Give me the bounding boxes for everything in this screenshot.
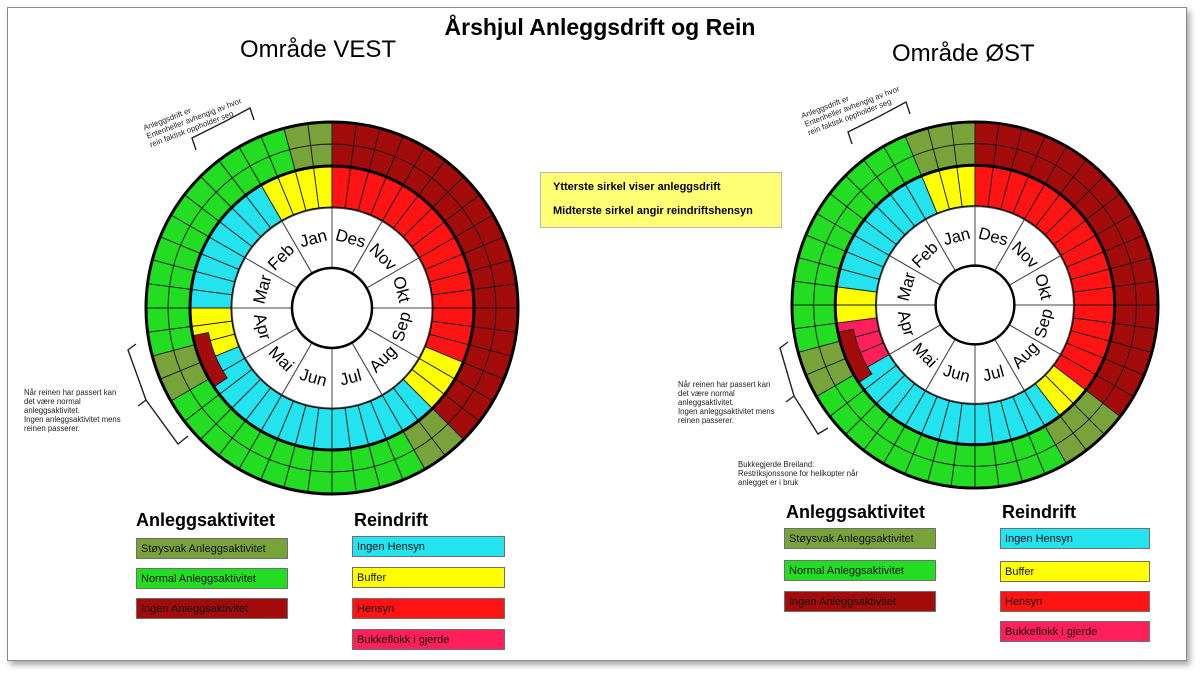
vest-legend-stoysvak: Støysvak Anleggsaktivitet	[136, 538, 288, 559]
ost-center-hole	[934, 264, 1016, 346]
ost-ring-border	[790, 120, 1160, 490]
ost-annotation-bottom: Bukkegjerde Breiland: Restriksjonssone f…	[738, 460, 859, 487]
vest-legend-buffer: Buffer	[352, 567, 505, 588]
ost-outer-segment	[1113, 283, 1137, 306]
area-ost-title: Område ØST	[892, 40, 1035, 67]
ost-legend-hensyn: Hensyn	[1000, 591, 1150, 612]
vest-center-hole	[290, 266, 374, 350]
ost-annotation-left: Når reinen har passert kan det være norm…	[678, 380, 775, 425]
vest-outer-segment	[331, 470, 357, 495]
vest-legend-anlegg-heading: Anleggsaktivitet	[136, 510, 276, 530]
area-vest-title: Område VEST	[240, 36, 397, 63]
vest-legend-bukkeflokk: Bukkeflokk i gjerde	[352, 629, 505, 650]
ost-legend-rein-heading: Reindrift	[1002, 502, 1076, 522]
vest-outer-segment	[331, 143, 354, 168]
vest-outer-segment	[145, 283, 170, 309]
ost-outer-segment	[953, 443, 976, 467]
ost-outer-segment	[791, 280, 816, 306]
vest-outer-segment	[310, 448, 333, 473]
ost-legend-bukkeflokk: Bukkeflokk i gjerde	[1000, 621, 1150, 642]
ost-outer-segment	[974, 464, 1000, 489]
note-outer-ring: Ytterste sirkel viser anleggsdrift	[553, 181, 721, 193]
ost-legend-ingen: Ingen Anleggsaktivitet	[784, 591, 936, 612]
vest-legend-normal: Normal Anleggsaktivitet	[136, 568, 288, 589]
vest-outer-segment	[494, 283, 519, 309]
ost-outer-segment	[950, 121, 976, 146]
vest-legend-ingen: Ingen Anleggsaktivitet	[136, 598, 288, 619]
vest-outer-segment	[307, 470, 333, 495]
vest-top-bracket	[191, 106, 255, 151]
ost-outer-segment	[974, 143, 997, 167]
vest-outer-segment	[145, 307, 170, 333]
vest-month-label: Jul	[338, 366, 364, 390]
vest-outer-segment	[167, 286, 192, 309]
ost-outer-segment	[813, 283, 837, 306]
ost-outer-segment	[813, 304, 837, 327]
page-title: Årshjul Anleggsdrift og Rein	[444, 14, 756, 40]
ost-legend-stoysvak: Støysvak Anleggsaktivitet	[784, 528, 936, 549]
vest-outer-segment	[331, 448, 354, 473]
ost-month-label: Jul	[981, 362, 1007, 386]
ost-left-bracket	[779, 341, 829, 435]
ost-outer-segment	[950, 464, 976, 489]
note-middle-ring: Midterste sirkel angir reindriftshensyn	[553, 205, 753, 217]
ost-outer-segment	[974, 121, 1000, 146]
ost-ring-border	[833, 163, 1117, 447]
vest-outer-segment	[307, 121, 333, 146]
vest-ring-border	[188, 164, 476, 452]
vest-outer-segment	[331, 121, 357, 146]
vest-outer-segment	[310, 143, 333, 168]
ost-legend-ingen-hensyn: Ingen Hensyn	[1000, 528, 1150, 549]
vest-legend-ingen-hensyn: Ingen Hensyn	[352, 536, 505, 557]
ost-legend-anlegg-heading: Anleggsaktivitet	[786, 502, 926, 522]
vest-outer-segment	[167, 307, 192, 330]
ost-outer-segment	[1113, 304, 1137, 327]
ost-outer-segment	[974, 443, 997, 467]
ost-outer-segment	[953, 143, 976, 167]
ost-legend-buffer: Buffer	[1000, 561, 1150, 582]
vest-outer-segment	[494, 307, 519, 333]
vest-ring-border	[144, 120, 520, 496]
vest-left-bracket	[127, 343, 189, 446]
ost-outer-segment	[1134, 280, 1159, 306]
vest-legend-hensyn: Hensyn	[352, 598, 505, 619]
vest-legend-rein-heading: Reindrift	[354, 510, 428, 530]
vest-outer-segment	[472, 307, 497, 330]
vest-outer-segment	[472, 286, 497, 309]
ost-top-bracket	[847, 100, 911, 145]
ost-outer-segment	[1134, 304, 1159, 330]
ost-legend-normal: Normal Anleggsaktivitet	[784, 560, 936, 581]
vest-annotation-left: Når reinen har passert kan det være norm…	[24, 388, 121, 433]
ost-outer-segment	[791, 304, 816, 330]
legend-note-box: Ytterste sirkel viser anleggsdrift Midte…	[540, 172, 782, 228]
